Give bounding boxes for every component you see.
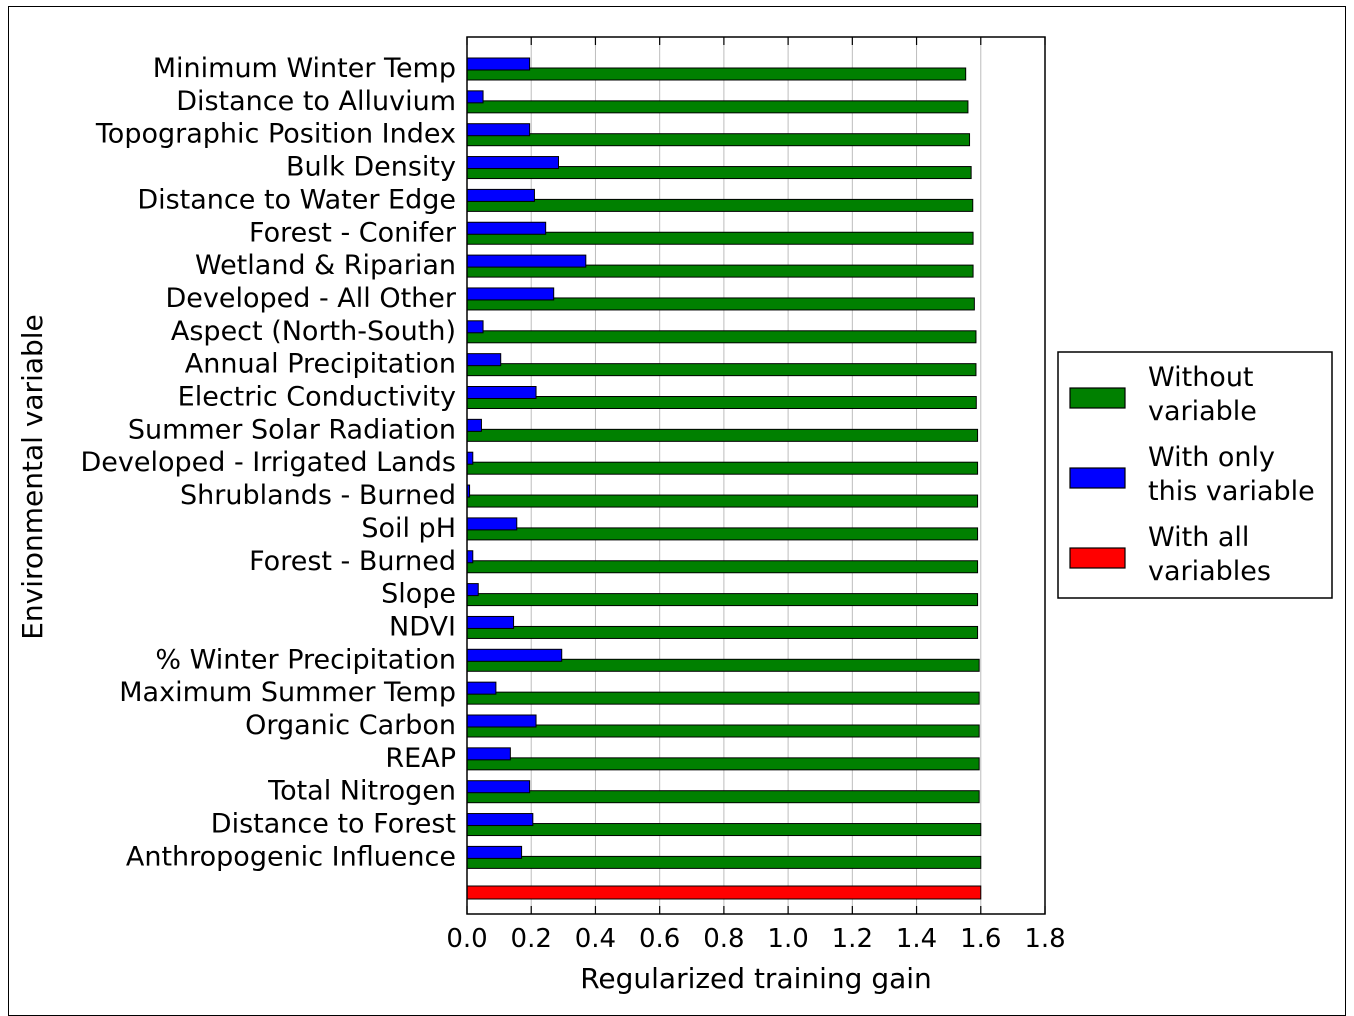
category-label: Developed - All Other: [165, 283, 456, 314]
bar-only-this-variable: [466, 90, 484, 104]
plot-area: [466, 36, 1046, 915]
category-label: REAP: [385, 743, 456, 774]
legend-label-line2: variables: [1148, 556, 1271, 587]
bar-only-this-variable: [466, 287, 555, 301]
bar-without-variable: [466, 724, 980, 738]
bar-only-this-variable: [466, 583, 479, 597]
x-tick-label: 0.6: [639, 924, 680, 954]
bar-only-this-variable: [466, 221, 547, 235]
legend-label-line2: variable: [1148, 396, 1257, 427]
legend-swatch: [1069, 547, 1126, 569]
category-label: Organic Carbon: [245, 710, 456, 741]
bar-only-this-variable: [466, 156, 560, 170]
category-label: Summer Solar Radiation: [128, 414, 456, 445]
category-label: Forest - Conifer: [249, 217, 457, 248]
legend-label-line2: this variable: [1148, 476, 1315, 507]
category-label: Distance to Water Edge: [137, 184, 456, 215]
bar-only-this-variable: [466, 188, 535, 202]
bar-only-this-variable: [466, 714, 537, 728]
legend-swatch: [1069, 387, 1126, 409]
bar-only-this-variable: [466, 813, 534, 827]
x-tick-label: 0.2: [511, 924, 552, 954]
category-label: Shrublands - Burned: [180, 480, 456, 511]
bar-only-this-variable: [466, 254, 587, 268]
x-tick-label: 0.8: [703, 924, 744, 954]
category-label: Topographic Position Index: [95, 119, 456, 150]
bar-only-this-variable: [466, 780, 531, 794]
category-label: NDVI: [389, 611, 456, 642]
x-tick-label: 0.0: [446, 924, 487, 954]
bar-without-variable: [466, 855, 982, 869]
bar-without-variable: [466, 625, 979, 639]
bar-without-variable: [466, 133, 971, 147]
category-label: Anthropogenic Influence: [126, 841, 456, 872]
bar-without-variable: [466, 593, 979, 607]
category-label: Total Nitrogen: [267, 776, 456, 807]
x-axis-label: Regularized training gain: [580, 962, 932, 995]
y-axis-label: Environmental variable: [16, 314, 49, 640]
category-label: Developed - Irrigated Lands: [80, 447, 456, 478]
x-tick-label: 0.4: [575, 924, 616, 954]
bar-all-variables: [466, 885, 982, 900]
legend-swatch: [1069, 467, 1126, 489]
category-label: Bulk Density: [286, 152, 456, 183]
bar-only-this-variable: [466, 386, 537, 399]
bar-without-variable: [466, 461, 979, 475]
bar-only-this-variable: [466, 845, 523, 859]
legend-label-line1: Without: [1148, 362, 1254, 393]
bar-only-this-variable: [466, 517, 518, 531]
bar-only-this-variable: [466, 418, 482, 432]
category-label: Soil pH: [361, 513, 456, 544]
category-label: % Winter Precipitation: [155, 644, 456, 675]
bar-without-variable: [466, 428, 979, 442]
category-label: Maximum Summer Temp: [119, 677, 456, 708]
bar-only-this-variable: [466, 681, 497, 695]
bar-only-this-variable: [466, 648, 563, 662]
x-tick-labels: 0.0 0.2 0.4 0.6 0.8 1.0 1.2 1.4 1.6 1.8: [446, 924, 1065, 954]
category-label: Electric Conductivity: [178, 382, 456, 413]
bar-without-variable: [466, 823, 982, 837]
bar-without-variable: [466, 560, 979, 574]
bar-without-variable: [466, 396, 977, 409]
legend-label-line1: With all: [1148, 522, 1249, 553]
bar-only-this-variable: [466, 615, 515, 629]
bar-without-variable: [466, 691, 980, 705]
bar-without-variable: [466, 494, 979, 508]
category-label: Minimum Winter Temp: [153, 53, 456, 84]
bar-without-variable: [466, 330, 977, 344]
legend-label-line1: With only: [1148, 442, 1275, 473]
bar-only-this-variable: [466, 550, 474, 564]
x-tick-label: 1.6: [960, 924, 1001, 954]
bar-only-this-variable: [466, 747, 511, 761]
bar-only-this-variable: [466, 353, 502, 367]
bar-without-variable: [466, 527, 979, 541]
bar-only-this-variable: [466, 123, 531, 137]
x-tick-label: 1.4: [896, 924, 937, 954]
bar-only-this-variable: [466, 451, 474, 465]
x-tick-label: 1.8: [1024, 924, 1065, 954]
category-label: Distance to Alluvium: [176, 86, 456, 117]
bar-without-variable: [466, 757, 980, 771]
category-label: Wetland & Riparian: [195, 250, 456, 281]
bar-without-variable: [466, 790, 980, 804]
axis-ticks: [466, 37, 1046, 914]
category-label: Distance to Forest: [211, 809, 456, 840]
category-label: Aspect (North-South): [171, 316, 456, 347]
bar-only-this-variable: [466, 320, 484, 334]
bar-without-variable: [466, 100, 969, 114]
category-label: Annual Precipitation: [185, 349, 456, 380]
category-label: Slope: [381, 579, 456, 610]
bar-without-variable: [466, 67, 967, 81]
x-tick-label: 1.2: [832, 924, 873, 954]
category-label: Forest - Burned: [249, 546, 456, 577]
bar-only-this-variable: [466, 57, 531, 71]
bar-without-variable: [466, 198, 974, 212]
x-tick-label: 1.0: [767, 924, 808, 954]
bar-without-variable: [466, 363, 977, 377]
